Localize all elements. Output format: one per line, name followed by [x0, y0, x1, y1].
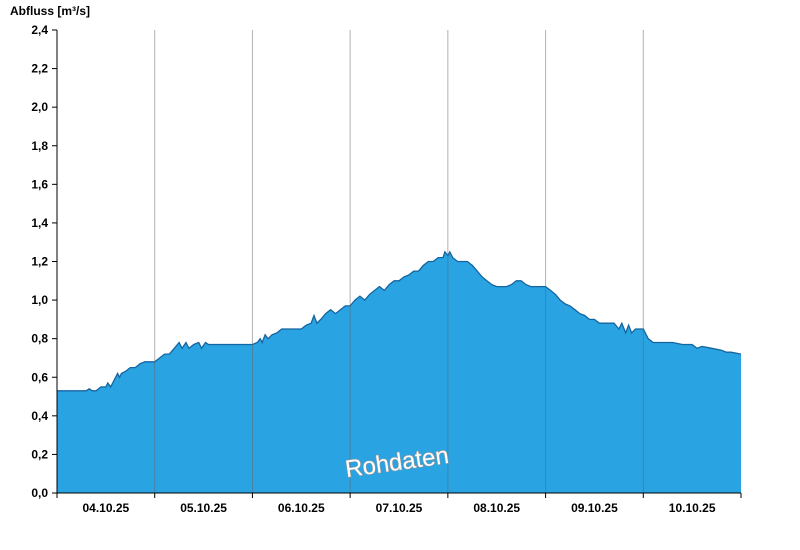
x-tick-label: 04.10.25: [82, 501, 129, 515]
y-tick-label: 0,8: [31, 332, 48, 346]
y-tick-label: 1,4: [31, 216, 48, 230]
y-tick-label: 0,4: [31, 409, 48, 423]
x-tick-label: 09.10.25: [571, 501, 618, 515]
discharge-line: [57, 250, 742, 392]
x-tick-label: 10.10.25: [669, 501, 716, 515]
y-tick-label: 0,2: [31, 447, 48, 461]
y-tick-label: 1,0: [31, 293, 48, 307]
y-tick-label: 1,2: [31, 255, 48, 269]
x-tick-label: 05.10.25: [180, 501, 227, 515]
x-tick-label: 08.10.25: [473, 501, 520, 515]
y-tick-label: 0,0: [31, 486, 48, 500]
y-tick-label: 1,6: [31, 177, 48, 191]
y-tick-label: 2,2: [31, 62, 48, 76]
chart-title: Abfluss [m³/s]: [10, 4, 91, 18]
y-tick-label: 2,0: [31, 100, 48, 114]
y-tick-label: 2,4: [31, 23, 48, 37]
y-tick-label: 0,6: [31, 370, 48, 384]
y-tick-label: 1,8: [31, 139, 48, 153]
x-tick-label: 07.10.25: [376, 501, 423, 515]
discharge-area: [57, 251, 741, 493]
x-tick-label: 06.10.25: [278, 501, 325, 515]
